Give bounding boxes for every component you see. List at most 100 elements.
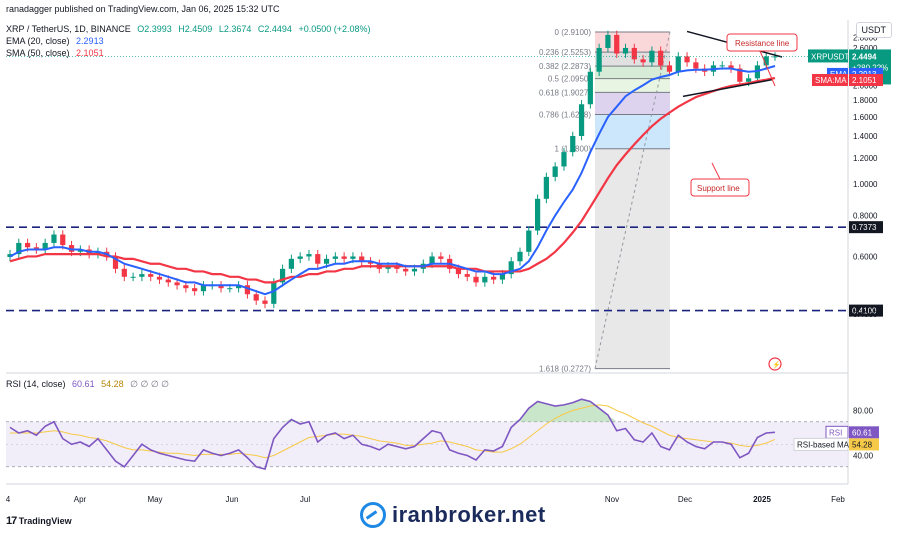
- price-tick-6: 1.6000: [853, 113, 878, 122]
- candle-body: [491, 276, 497, 280]
- ema-legend-label: EMA (20, close): [6, 36, 70, 46]
- fib-label-0.786: 0.786 (1.6288): [539, 110, 591, 119]
- candle-body: [218, 285, 224, 289]
- candle-body: [605, 34, 611, 48]
- rsi-legend-value: 60.61: [72, 379, 95, 389]
- candle-body: [51, 234, 57, 243]
- candle-body: [737, 68, 743, 82]
- candle-body: [534, 198, 541, 231]
- time-tick-7: 2025: [753, 495, 771, 504]
- price-tick-12: 0.4000: [853, 310, 878, 319]
- price-tick-7: 1.4000: [853, 132, 878, 141]
- candle-body: [666, 65, 673, 72]
- rsi-tag-value: 60.61: [852, 428, 873, 437]
- fib-label-1.618: 1.618 (0.2727): [539, 365, 591, 374]
- level-tag-0: [849, 221, 883, 234]
- price-tag-value-bg-2: [849, 73, 883, 86]
- rsi-tag-value-bg: [849, 426, 879, 439]
- fib-label-0.382: 0.382 (2.2873): [539, 62, 591, 71]
- candle-body: [33, 247, 39, 250]
- candle-body: [77, 249, 83, 252]
- ema-legend-value: 2.2913: [76, 36, 104, 46]
- candle-body: [587, 71, 593, 105]
- level-tag-text-1: 0.4100: [852, 307, 877, 316]
- rsi-legend[interactable]: RSI (14, close) 60.61 54.28 ∅ ∅ ∅ ∅: [6, 379, 173, 390]
- candle-body: [139, 274, 145, 277]
- tradingview-logo[interactable]: 17 TradingView: [6, 515, 72, 527]
- candle-body: [614, 34, 620, 54]
- symbol-text[interactable]: XRP / TetherUS, 1D, BINANCE: [6, 24, 131, 34]
- rsi-ma-tag-value-bg: [849, 438, 879, 451]
- sma-legend[interactable]: SMA (50, close) 2.1051: [6, 48, 108, 58]
- candle-body: [578, 104, 585, 136]
- high-value: H2.4509: [178, 24, 213, 34]
- candle-body: [183, 285, 189, 289]
- symbol-line: XRP / TetherUS, 1D, BINANCE O2.3993 H2.4…: [6, 24, 375, 34]
- candle-body: [112, 256, 119, 269]
- fib-zone-0: [595, 31, 670, 53]
- candle-body: [165, 279, 171, 283]
- candle-body: [631, 47, 637, 60]
- fib-label-0: 0 (2.9100): [555, 28, 592, 37]
- open-value: O2.3993: [137, 24, 172, 34]
- low-value: L2.3674: [218, 24, 252, 34]
- fib-zone-0.382: [595, 66, 670, 79]
- candle-body: [394, 266, 400, 269]
- candle-body: [499, 274, 506, 280]
- rsi-legend-rest: ∅ ∅ ∅ ∅: [130, 379, 170, 389]
- candle-body: [200, 285, 207, 292]
- sma-legend-label: SMA (50, close): [6, 48, 70, 58]
- candle-body: [455, 268, 462, 275]
- currency-button[interactable]: USDT: [855, 22, 892, 38]
- price-tag-name-bg-2: [812, 73, 848, 86]
- candle-body: [42, 242, 48, 250]
- sma-legend-value: 2.1051: [76, 48, 104, 58]
- rsi-tick-0: 80.00: [853, 407, 874, 416]
- candle-body: [772, 56, 778, 58]
- sma50-line: [9, 76, 776, 284]
- rsi-line: [9, 398, 776, 470]
- candle-body: [306, 254, 312, 257]
- price-tick-5: 1.8000: [853, 96, 878, 105]
- candle-body: [675, 56, 681, 72]
- alert-icon-glyph: ⚡: [772, 360, 781, 369]
- candle-body: [464, 274, 470, 277]
- rsi-overbought-fill: [10, 399, 775, 422]
- rsi-tag-name: RSI: [829, 428, 842, 437]
- candle-body: [385, 266, 391, 269]
- candle-body: [24, 242, 31, 248]
- annotation-resistance-box: [726, 33, 798, 52]
- fib-label-0.236: 0.236 (2.5253): [539, 48, 591, 57]
- candle-body: [271, 282, 277, 304]
- tv-logo-text: TradingView: [18, 516, 72, 526]
- rsi-tick-1: 40.00: [853, 452, 874, 461]
- candle-body: [719, 65, 725, 67]
- rsi-ma-legend-value: 54.28: [101, 379, 124, 389]
- price-tick-8: 1.2000: [853, 154, 878, 163]
- price-tick-1: 2.6000: [853, 44, 878, 53]
- watermark-icon: [360, 502, 386, 528]
- candle-body: [359, 256, 365, 262]
- price-tag-name-2: SMA:MA: [815, 76, 847, 85]
- candle-body: [622, 47, 629, 54]
- candle-body: [640, 59, 646, 63]
- rsi-ma-tag-name-bg: [793, 437, 849, 451]
- time-tick-0: 4: [6, 495, 11, 504]
- candle-body: [332, 256, 338, 259]
- time-tick-4: Jul: [300, 495, 310, 504]
- candle-body: [192, 288, 198, 292]
- watermark-text: iranbroker.net: [392, 502, 546, 527]
- annotation-support-text: Support line: [697, 184, 740, 193]
- candle-body: [561, 152, 567, 167]
- candle-body: [482, 276, 488, 283]
- candle-body: [323, 258, 330, 264]
- candle-body: [262, 300, 268, 304]
- annotation-resistance-text: Resistance line: [735, 39, 790, 48]
- change-value: +0.0500 (+2.08%): [298, 24, 371, 34]
- alert-icon: [768, 357, 782, 371]
- candle-body: [121, 268, 127, 277]
- ema-legend[interactable]: EMA (20, close) 2.2913: [6, 36, 108, 46]
- candle-body: [174, 282, 180, 286]
- candle-body: [253, 294, 259, 301]
